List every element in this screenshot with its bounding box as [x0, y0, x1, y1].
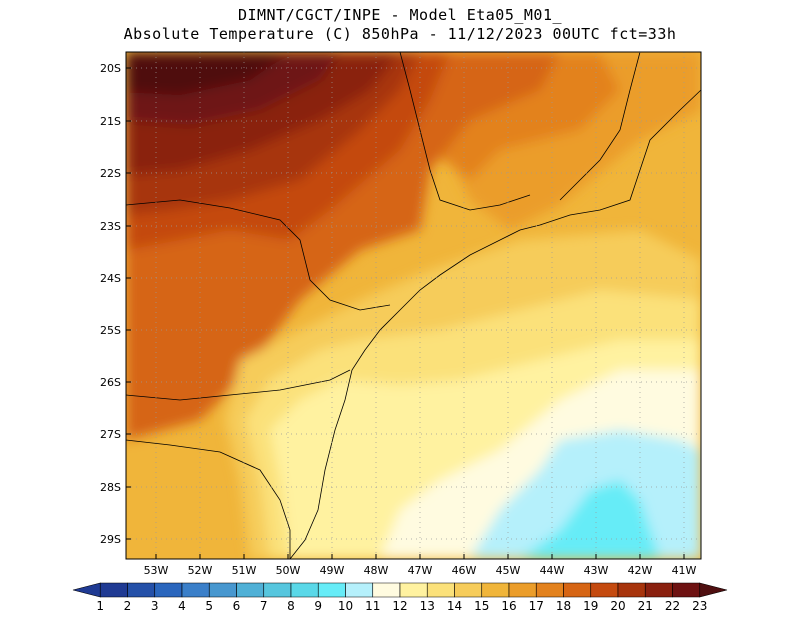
- lon-label-42w: 42W: [628, 564, 653, 577]
- lat-label-29s: 29S: [100, 533, 121, 546]
- colorbar-label: 23: [692, 599, 707, 613]
- colorbar-label: 17: [529, 599, 544, 613]
- colorbar-label: 10: [338, 599, 353, 613]
- colorbar-swatch: [372, 582, 401, 598]
- colorbar-swatch: [399, 582, 428, 598]
- lon-label-46w: 46W: [452, 564, 477, 577]
- colorbar-swatch: [454, 582, 483, 598]
- colorbar-swatch: [208, 582, 237, 598]
- lat-label-27s: 27S: [100, 428, 121, 441]
- colorbar-swatch: [481, 582, 510, 598]
- colorbar-label: 8: [287, 599, 295, 613]
- longitude-labels: 53W 52W 51W 50W 49W 48W 47W 46W 45W 44W …: [144, 564, 697, 577]
- colorbar-arrow-low: [72, 582, 101, 598]
- colorbar-label: 18: [556, 599, 571, 613]
- lat-label-23s: 23S: [100, 220, 121, 233]
- colorbar-swatch: [426, 582, 455, 598]
- lon-label-41w: 41W: [672, 564, 697, 577]
- colorbar-label: 12: [392, 599, 407, 613]
- colorbar-label: 20: [610, 599, 625, 613]
- lon-label-47w: 47W: [408, 564, 433, 577]
- map-frame: [125, 51, 702, 560]
- lat-label-22s: 22S: [100, 167, 121, 180]
- colorbar-swatch: [535, 582, 564, 598]
- lon-label-52w: 52W: [188, 564, 213, 577]
- graticule: [126, 52, 701, 559]
- colorbar-label: 4: [178, 599, 186, 613]
- lon-label-44w: 44W: [540, 564, 565, 577]
- colorbar-swatch: [617, 582, 646, 598]
- lon-label-45w: 45W: [496, 564, 521, 577]
- colorbar-label: 3: [151, 599, 159, 613]
- lon-label-49w: 49W: [320, 564, 345, 577]
- chart-title-line-1: DIMNT/CGCT/INPE - Model Eta05_M01_: [237, 6, 563, 24]
- lon-label-51w: 51W: [232, 564, 257, 577]
- coastline-borders: [126, 52, 701, 559]
- colorbar-swatch: [590, 582, 619, 598]
- colorbar-label: 9: [314, 599, 322, 613]
- latitude-labels: 20S 21S 22S 23S 24S 25S 26S 27S 28S 29S: [100, 62, 121, 546]
- lat-label-28s: 28S: [100, 481, 121, 494]
- temperature-field: [126, 52, 701, 559]
- colorbar-label: 2: [124, 599, 132, 613]
- colorbar-swatch: [263, 582, 292, 598]
- colorbar-label: 19: [583, 599, 598, 613]
- colorbar: 1 2 3 4 5 6 7 8 9 10 11 12 13 14 15 16 17 18 19 20 21 22 23: [72, 582, 728, 613]
- colorbar-swatch: [290, 582, 319, 598]
- colorbar-swatch: [127, 582, 156, 598]
- colorbar-label: 5: [205, 599, 213, 613]
- colorbar-arrow-high: [699, 582, 728, 598]
- colorbar-swatch: [672, 582, 701, 598]
- colorbar-swatch: [181, 582, 210, 598]
- colorbar-label: 16: [501, 599, 516, 613]
- colorbar-swatch: [508, 582, 537, 598]
- colorbar-swatch: [99, 582, 128, 598]
- lat-label-24s: 24S: [100, 272, 121, 285]
- colorbar-label: 14: [447, 599, 462, 613]
- lon-label-43w: 43W: [584, 564, 609, 577]
- colorbar-swatch: [345, 582, 374, 598]
- lat-label-20s: 20S: [100, 62, 121, 75]
- lat-label-25s: 25S: [100, 324, 121, 337]
- axis-ticks: [126, 67, 685, 559]
- lon-label-53w: 53W: [144, 564, 169, 577]
- lon-label-50w: 50W: [276, 564, 301, 577]
- colorbar-swatch: [644, 582, 673, 598]
- colorbar-swatch: [317, 582, 346, 598]
- colorbar-label: 15: [474, 599, 489, 613]
- colorbar-label: 13: [420, 599, 435, 613]
- colorbar-label: 6: [233, 599, 241, 613]
- chart-title-line-2: Absolute Temperature (C) 850hPa - 11/12/…: [123, 25, 677, 43]
- colorbar-label: 22: [665, 599, 680, 613]
- colorbar-label: 11: [365, 599, 380, 613]
- colorbar-swatch: [154, 582, 183, 598]
- lon-label-48w: 48W: [364, 564, 389, 577]
- colorbar-swatch: [563, 582, 592, 598]
- colorbar-label: 21: [638, 599, 653, 613]
- colorbar-swatch: [236, 582, 265, 598]
- lat-label-21s: 21S: [100, 115, 121, 128]
- lat-label-26s: 26S: [100, 376, 121, 389]
- colorbar-label: 7: [260, 599, 268, 613]
- colorbar-label: 1: [96, 599, 104, 613]
